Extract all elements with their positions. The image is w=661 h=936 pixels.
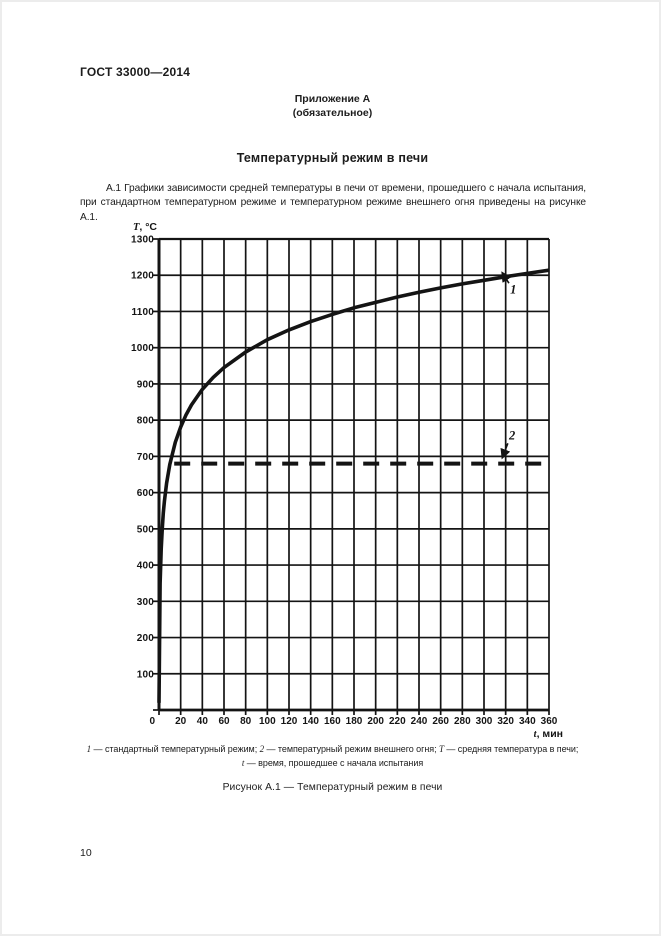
svg-text:260: 260	[432, 716, 449, 727]
svg-text:340: 340	[519, 716, 536, 727]
svg-text:1100: 1100	[132, 307, 155, 318]
paragraph-a1: А.1 Графики зависимости средней температ…	[80, 183, 586, 223]
svg-text:400: 400	[137, 561, 155, 572]
svg-text:500: 500	[137, 524, 155, 535]
svg-text:160: 160	[324, 716, 341, 727]
document-standard-number: ГОСТ 33000—2014	[80, 65, 191, 79]
svg-text:80: 80	[240, 716, 252, 727]
svg-text:120: 120	[281, 716, 298, 727]
svg-text:220: 220	[389, 716, 406, 727]
svg-text:60: 60	[218, 716, 230, 727]
svg-text:300: 300	[137, 597, 155, 608]
svg-text:1200: 1200	[131, 271, 154, 282]
svg-text:300: 300	[476, 716, 493, 727]
svg-text:600: 600	[137, 488, 155, 499]
svg-text:1000: 1000	[131, 343, 154, 354]
section-title: Температурный режим в печи	[236, 151, 429, 165]
svg-text:100: 100	[137, 669, 155, 680]
svg-text:900: 900	[137, 379, 155, 390]
svg-text:1300: 1300	[131, 235, 154, 246]
page-number: 10	[80, 847, 92, 859]
svg-text:800: 800	[137, 416, 155, 427]
svg-text:T, °C: T, °C	[133, 221, 157, 233]
svg-text:360: 360	[541, 716, 558, 727]
annex-title: Приложение А	[294, 93, 371, 105]
figure-legend-line1: 1 — стандартный температурный режим; 2 —…	[86, 744, 579, 754]
figure-chart: 0 20 40 60 80 100 120 140 160 180 200 220 240 260 280 3…	[127, 218, 577, 753]
svg-text:200: 200	[137, 633, 155, 644]
figure-caption: Рисунок А.1 — Температурный режим в печи	[222, 782, 443, 793]
svg-text:20: 20	[175, 716, 187, 727]
svg-text:280: 280	[454, 716, 471, 727]
svg-text:40: 40	[197, 716, 209, 727]
svg-text:200: 200	[367, 716, 384, 727]
svg-text:t, мин: t, мин	[534, 728, 563, 740]
svg-text:100: 100	[259, 716, 276, 727]
svg-text:0: 0	[149, 716, 155, 727]
furnace-temperature-chart-svg: 0 20 40 60 80 100 120 140 160 180 200 220 240 260 280 3…	[131, 221, 563, 740]
svg-text:2: 2	[508, 429, 515, 443]
annex-subtitle: (обязательное)	[292, 107, 373, 119]
svg-text:320: 320	[497, 716, 514, 727]
svg-text:240: 240	[411, 716, 428, 727]
svg-text:180: 180	[346, 716, 363, 727]
svg-text:1: 1	[510, 283, 516, 297]
svg-text:140: 140	[302, 716, 319, 727]
svg-text:700: 700	[137, 452, 155, 463]
figure-legend-line2: t — время, прошедшее с начала испытания	[241, 758, 424, 768]
